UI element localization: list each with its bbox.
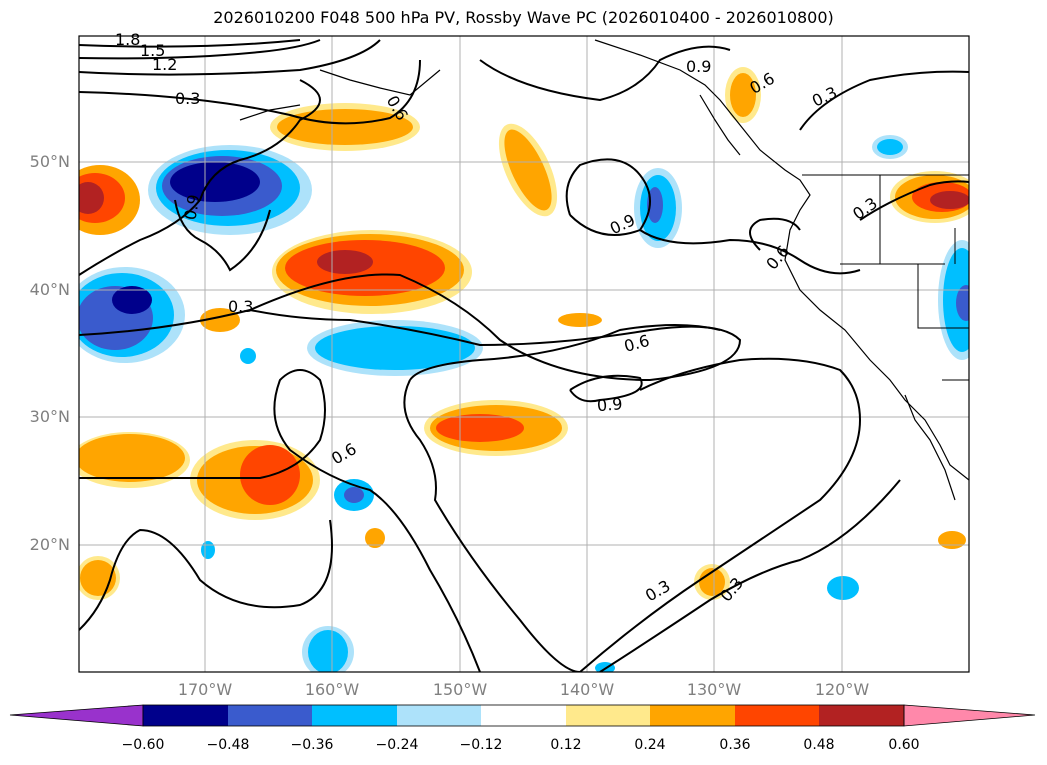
colorbar [9,704,1036,727]
contour-label: 0.3 [849,193,881,223]
contour-label: 0.9 [596,394,623,415]
contour-label: 0.9 [686,57,711,76]
contour-label: 0.3 [809,83,840,111]
map-frame [78,35,970,673]
colorbar-bin [566,705,650,726]
colorbar-bin [228,705,312,726]
colorbar-bin [650,705,735,726]
political-borders [802,174,969,381]
colorbar-tick-label: 0.24 [634,737,666,753]
contour-label: 1.8 [115,30,140,49]
colorbar-extend-max [903,704,1036,727]
colorbar-bin [481,705,566,726]
colorbar-tick-label: 0.36 [719,737,751,753]
colorbar-tick-label: 0.48 [803,737,835,753]
colorbar-bin [143,705,228,726]
lon-label: 120°W [814,680,870,699]
contour-label: 0.6 [328,439,360,468]
contour-label: 0.3 [175,89,200,108]
colorbar-bin [397,705,481,726]
colorbar-extend-min [9,704,144,727]
colorbar-tick-label: −0.48 [206,737,250,753]
contour-label: 1.2 [152,55,177,74]
lon-label: 130°W [686,680,742,699]
pv-contours [79,39,969,672]
lon-label: 150°W [432,680,488,699]
map-title: 2026010200 F048 500 hPa PV, Rossby Wave … [213,8,834,27]
colorbar-bin [312,705,397,726]
colorbar-tick-label: −0.24 [375,737,419,753]
colorbar-tick-label: 0.12 [550,737,582,753]
contour-label: 0.9 [180,193,203,221]
lat-label: 20°N [29,535,70,554]
lat-label: 50°N [29,152,70,171]
colorbar-tick-label: −0.36 [290,737,334,753]
colorbar-tick-label: −0.60 [121,737,165,753]
contour-label: 0.3 [228,297,253,316]
colorbar-tick-label: −0.12 [459,737,503,753]
pv-anomaly-fill [79,67,969,672]
graticule [79,36,969,672]
lat-label: 40°N [29,280,70,299]
lon-label: 160°W [304,680,360,699]
colorbar-bin [819,705,904,726]
lat-label: 30°N [29,407,70,426]
colorbar-bin [735,705,819,726]
contour-label: 1.5 [140,41,165,60]
contour-label: 0.6 [762,242,793,274]
lon-label: 140°W [559,680,615,699]
colorbar-tick-label: 0.60 [888,737,920,753]
lon-label: 170°W [177,680,233,699]
